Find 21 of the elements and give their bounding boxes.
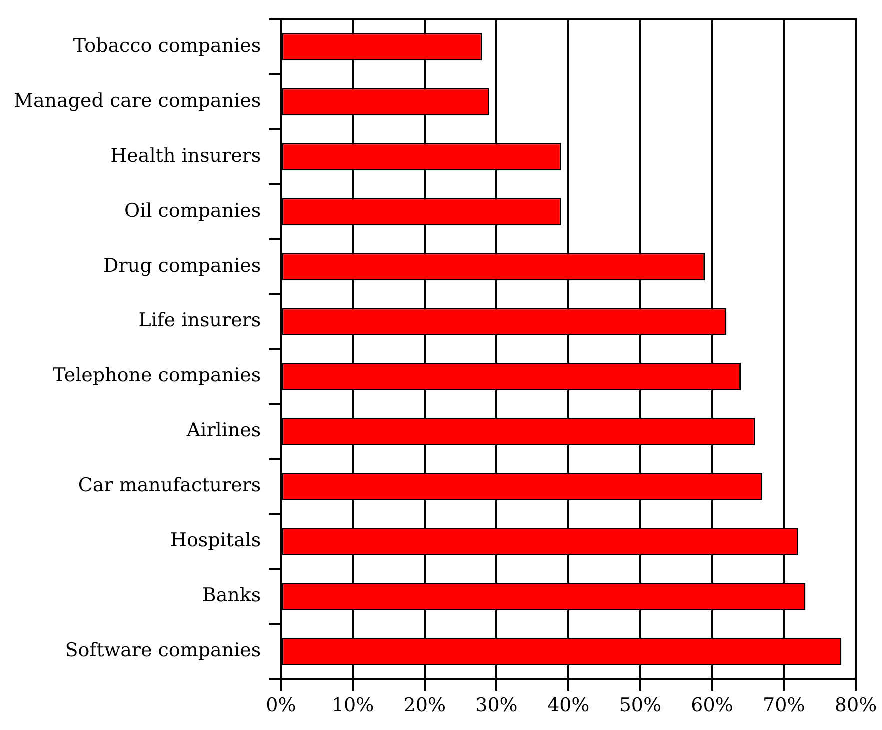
x-tick-label: 70% xyxy=(763,694,806,717)
y-tick-label: Telephone companies xyxy=(53,364,262,387)
y-tick-label: Tobacco companies xyxy=(73,34,262,57)
y-tick-label: Airlines xyxy=(186,420,262,442)
y-tick-label: Software companies xyxy=(65,640,262,662)
x-tick-label: 80% xyxy=(834,694,878,717)
y-tick-label: Health insurers xyxy=(110,144,262,167)
y-tick-label: Oil companies xyxy=(124,200,262,222)
x-tick-label: 40% xyxy=(547,694,590,717)
y-tick-label: Life insurers xyxy=(138,310,262,332)
y-tick-label: Drug companies xyxy=(104,254,262,277)
y-tick-label: Banks xyxy=(202,584,262,607)
x-tick-label: 50% xyxy=(619,694,662,717)
y-tick-label: Car manufacturers xyxy=(78,474,262,497)
x-tick-label: 20% xyxy=(404,694,446,717)
x-tick-label: 60% xyxy=(691,694,734,717)
y-tick-label: Hospitals xyxy=(170,530,262,552)
x-tick-label: 10% xyxy=(332,694,374,717)
x-tick-label: 30% xyxy=(476,694,518,717)
y-tick-label: Managed care companies xyxy=(14,90,262,112)
x-tick-label: 0% xyxy=(266,694,296,717)
